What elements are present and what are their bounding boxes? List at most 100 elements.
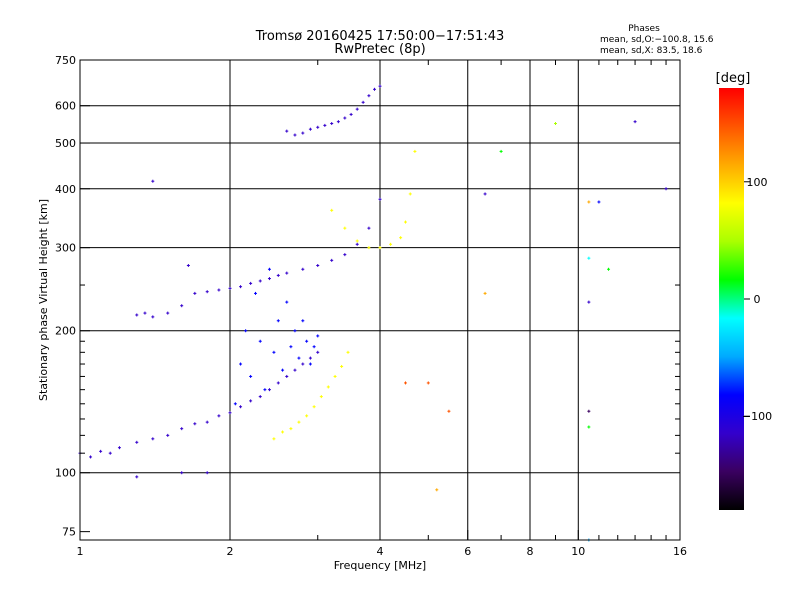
series-point — [305, 339, 309, 343]
series-point — [297, 356, 301, 360]
series-point — [239, 405, 243, 409]
series-point — [367, 94, 371, 98]
data-point — [205, 471, 209, 475]
data-point — [664, 187, 668, 191]
series-point — [263, 388, 267, 392]
series-point — [378, 197, 382, 201]
series-point — [193, 422, 197, 426]
data-point — [633, 120, 637, 124]
series-point — [249, 374, 253, 378]
series-point — [330, 122, 334, 126]
series-point — [244, 329, 248, 333]
data-point — [135, 475, 139, 479]
data-point — [587, 200, 591, 204]
series-o-mode — [78, 350, 320, 459]
series-point — [316, 264, 320, 268]
x-tick-label: 2 — [227, 545, 234, 558]
series-point — [367, 226, 371, 230]
x-tick-label: 6 — [464, 545, 471, 558]
x-tick-label: 4 — [377, 545, 384, 558]
series-point — [151, 437, 155, 441]
series-point — [301, 319, 305, 323]
series-point — [301, 362, 305, 366]
series-point — [330, 208, 334, 212]
series-point — [276, 273, 280, 277]
data-point — [435, 488, 439, 492]
series-point — [135, 440, 139, 444]
series-point — [239, 285, 243, 289]
data-point — [447, 409, 451, 413]
series-point — [272, 350, 276, 354]
series-point — [293, 329, 297, 333]
series-point — [239, 362, 243, 366]
series-point — [373, 87, 377, 91]
series-point — [186, 264, 190, 268]
data-point — [587, 300, 591, 304]
y-tick-label: 600 — [55, 100, 76, 113]
y-axis: 75 100 200 300 400 500 600 750 — [55, 54, 680, 539]
series-point — [355, 107, 359, 111]
y-tick-label: 400 — [55, 183, 76, 196]
series-point — [89, 455, 93, 459]
colorbar — [719, 88, 744, 510]
series-point — [281, 430, 285, 434]
series-point — [276, 381, 280, 385]
series-point — [258, 339, 262, 343]
data-point — [607, 267, 611, 271]
data-point — [180, 471, 184, 475]
series-point — [403, 220, 407, 224]
series-point — [297, 420, 301, 424]
series-point — [117, 446, 121, 450]
y-tick-label: 500 — [55, 137, 76, 150]
x-axis-label: Frequency [MHz] — [334, 559, 426, 572]
series-point — [336, 120, 340, 124]
series-point — [316, 350, 320, 354]
colorbar-tick-label: −100 — [742, 410, 772, 423]
series-point — [180, 304, 184, 308]
series-point — [205, 290, 209, 294]
x-tick-label: 10 — [571, 545, 585, 558]
series-point — [135, 313, 139, 317]
phases-o-stats: mean, sd,O:−100.8, 15.6 — [600, 35, 714, 45]
chart-title: Tromsø 20160425 17:50:00−17:51:43 — [255, 29, 505, 44]
series-point — [99, 449, 103, 453]
series-x-mode — [330, 149, 417, 250]
y-tick-label: 750 — [55, 54, 76, 67]
series-point — [301, 131, 305, 135]
series-point — [281, 368, 285, 372]
series-point — [166, 311, 170, 315]
series-point — [166, 433, 170, 437]
y-tick-label: 200 — [55, 325, 76, 338]
data-point — [483, 192, 487, 196]
data-point — [597, 200, 601, 204]
series-point — [151, 315, 155, 319]
x-axis: 1 2 4 6 8 10 16 — [77, 60, 687, 558]
series-point — [343, 253, 347, 257]
series-point — [355, 239, 359, 243]
series-point — [258, 279, 262, 283]
series-o-mode — [233, 267, 320, 406]
series-point — [323, 123, 327, 127]
plot-area — [78, 60, 680, 542]
series-point — [355, 242, 359, 246]
series-point — [193, 291, 197, 295]
series-point — [305, 414, 309, 418]
colorbar-label: [deg] — [716, 71, 751, 86]
series-point — [267, 277, 271, 281]
series-point — [228, 286, 232, 290]
series-point — [361, 100, 365, 104]
series-point — [343, 116, 347, 120]
series-point — [301, 267, 305, 271]
x-tick-label: 1 — [77, 545, 84, 558]
data-point — [587, 425, 591, 429]
series-point — [258, 395, 262, 399]
series-point — [378, 84, 382, 88]
series-point — [217, 414, 221, 418]
series-point — [293, 133, 297, 137]
data-point — [426, 381, 430, 385]
series-point — [312, 405, 316, 409]
series-point — [333, 374, 337, 378]
series-point — [308, 356, 312, 360]
series-point — [408, 192, 412, 196]
series-o-mode — [135, 197, 382, 319]
